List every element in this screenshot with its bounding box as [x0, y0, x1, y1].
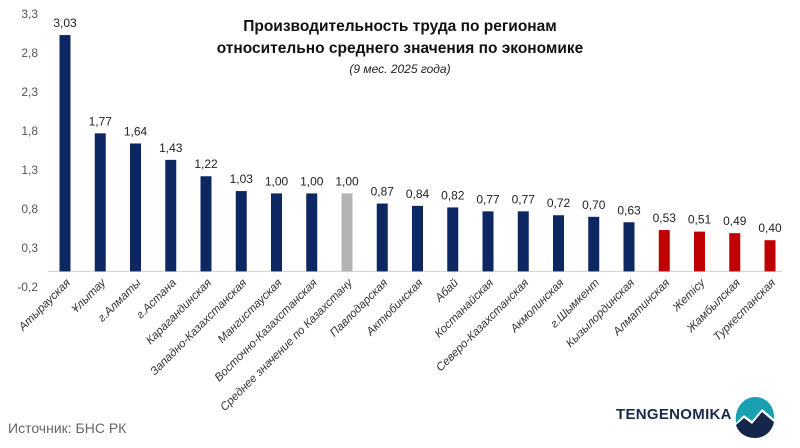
bar [165, 159, 177, 272]
bar [658, 230, 670, 272]
chart-title-line1: Производительность труда по регионам [243, 18, 557, 35]
bar [553, 215, 564, 272]
data-label: 0,51 [688, 213, 712, 227]
chart-title-line2: относительно среднего значения по эконом… [216, 40, 584, 57]
data-label: 0,87 [371, 185, 395, 199]
bar [271, 193, 282, 272]
y-tick-label: 1,3 [21, 163, 38, 177]
data-label: 3,03 [53, 16, 77, 30]
bar [764, 240, 776, 272]
data-label: 0,70 [582, 198, 606, 212]
y-tick-label: 0,8 [21, 202, 38, 216]
bar [94, 133, 106, 272]
y-tick-label: 0,3 [21, 241, 38, 255]
bar [588, 216, 600, 272]
data-label: 0,63 [617, 203, 641, 217]
bar [517, 211, 529, 272]
brand-logo-icon [735, 397, 775, 438]
brand-name: TENGENOMIKA [616, 406, 732, 423]
data-label: 0,72 [547, 196, 571, 210]
data-label: 0,77 [476, 192, 500, 206]
bar [59, 35, 71, 272]
x-tick-label: Абай [433, 277, 462, 306]
y-tick-label: -0,2 [17, 280, 38, 294]
data-label: 1,00 [300, 174, 324, 188]
x-tick-label: Мангистауская [216, 277, 285, 346]
data-label: 0,53 [653, 211, 677, 225]
data-label: 1,22 [194, 157, 218, 171]
data-label: 0,49 [723, 214, 747, 228]
bar [200, 176, 212, 272]
bar [341, 193, 353, 272]
data-label: 1,00 [265, 174, 289, 188]
data-label: 0,40 [758, 221, 782, 235]
bar [130, 143, 141, 272]
x-tick-label: Туркестанская [712, 277, 779, 344]
y-tick-label: 3,3 [21, 7, 38, 21]
bar [412, 205, 423, 272]
y-tick-label: 2,8 [21, 46, 38, 60]
data-label: 1,77 [89, 114, 113, 128]
y-tick-label: 1,8 [21, 124, 38, 138]
bar [306, 193, 318, 272]
data-label: 0,84 [406, 187, 430, 201]
data-label: 1,03 [230, 172, 254, 186]
data-label: 0,77 [512, 192, 536, 206]
bar [623, 222, 635, 272]
data-label: 1,00 [335, 174, 359, 188]
source-note: Источник: БНС РК [8, 420, 127, 436]
bar [694, 231, 705, 272]
bar [482, 211, 494, 272]
data-label: 1,64 [124, 124, 148, 138]
x-tick-label: Среднее значение по Казахстану [218, 276, 356, 414]
bar [729, 233, 741, 272]
x-tick-label: Карагандинская [144, 277, 214, 347]
bar [447, 207, 459, 272]
data-label: 0,82 [441, 188, 465, 202]
bar [235, 191, 247, 272]
data-label: 1,43 [159, 141, 183, 155]
y-tick-label: 2,3 [21, 85, 38, 99]
bar [376, 203, 388, 272]
chart-subtitle: (9 мес. 2025 года) [349, 62, 451, 76]
